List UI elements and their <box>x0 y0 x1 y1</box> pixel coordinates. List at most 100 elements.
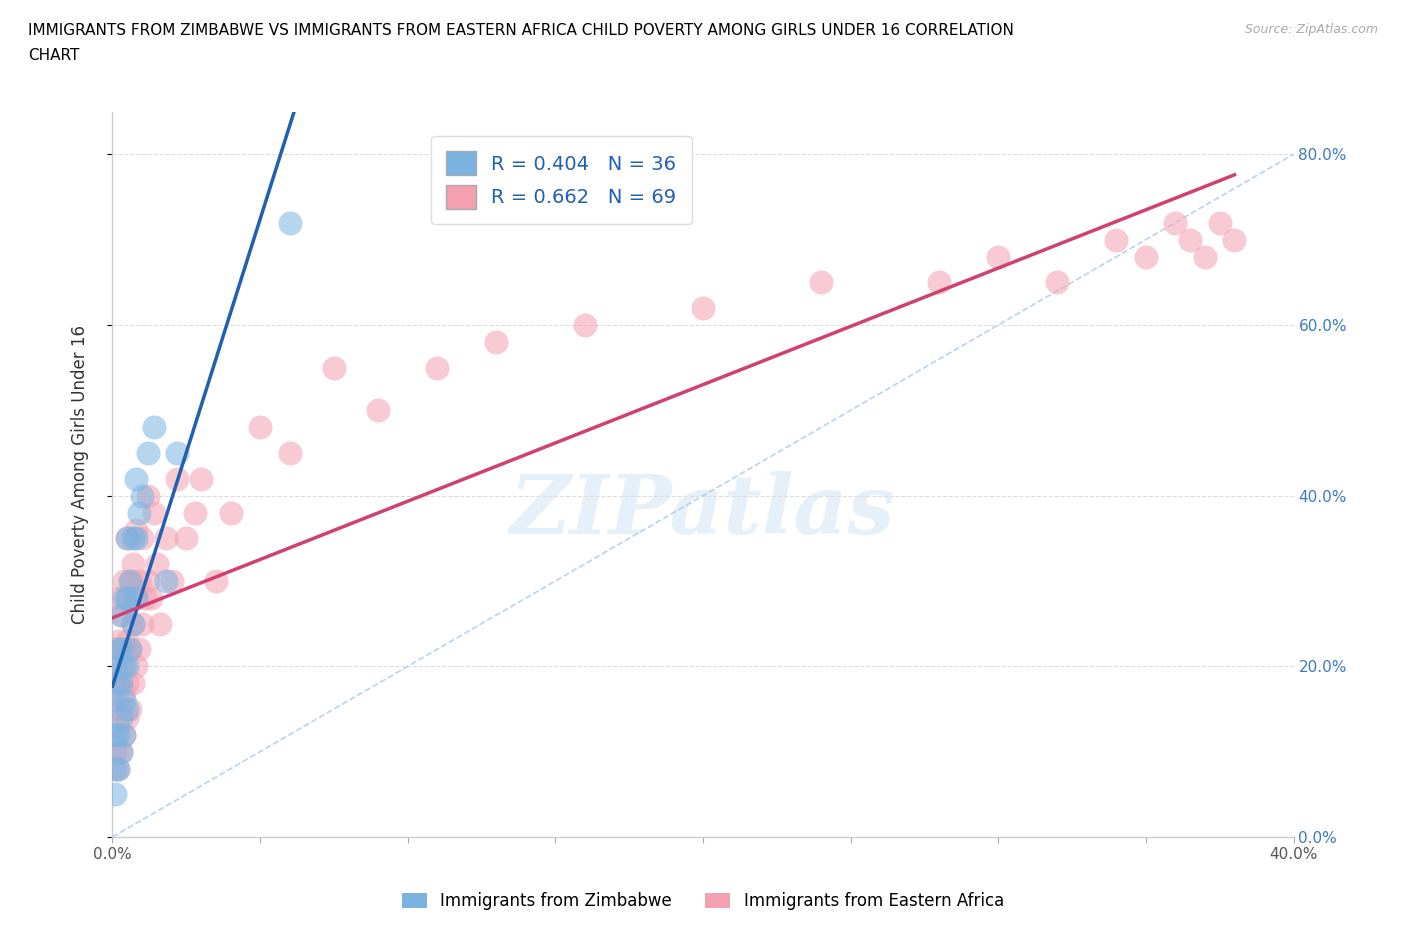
Point <box>112 727 135 742</box>
Point <box>122 556 145 571</box>
Point <box>190 472 212 486</box>
Point <box>278 445 301 460</box>
Point <box>128 642 150 657</box>
Point <box>107 762 129 777</box>
Point <box>1164 215 1187 230</box>
Point <box>117 591 138 605</box>
Point <box>149 617 172 631</box>
Point <box>142 420 165 435</box>
Point <box>117 633 138 648</box>
Point <box>692 300 714 315</box>
Point <box>1208 215 1232 230</box>
Point <box>110 658 132 673</box>
Point <box>131 488 153 503</box>
Point <box>117 658 138 673</box>
Point <box>166 472 188 486</box>
Point <box>122 531 145 546</box>
Point <box>104 762 127 777</box>
Point <box>219 505 242 520</box>
Point <box>110 607 132 622</box>
Point <box>112 642 135 657</box>
Point <box>112 591 135 605</box>
Point <box>128 505 150 520</box>
Point <box>928 275 950 290</box>
Point <box>107 676 129 691</box>
Point <box>122 617 145 631</box>
Point <box>125 658 148 673</box>
Point <box>205 574 228 589</box>
Text: Source: ZipAtlas.com: Source: ZipAtlas.com <box>1244 23 1378 36</box>
Point <box>125 472 148 486</box>
Point <box>146 556 169 571</box>
Point <box>110 642 132 657</box>
Point <box>117 531 138 546</box>
Point <box>136 445 159 460</box>
Point <box>1105 232 1128 247</box>
Point <box>1135 249 1157 264</box>
Point <box>107 633 129 648</box>
Point <box>120 701 142 716</box>
Point <box>810 275 832 290</box>
Point <box>142 505 165 520</box>
Point <box>107 719 129 734</box>
Point <box>104 744 127 759</box>
Point <box>104 727 127 742</box>
Point <box>112 727 135 742</box>
Point <box>117 676 138 691</box>
Point <box>485 335 508 350</box>
Point <box>107 762 129 777</box>
Point <box>120 574 142 589</box>
Point <box>120 642 142 657</box>
Y-axis label: Child Poverty Among Girls Under 16: Child Poverty Among Girls Under 16 <box>70 325 89 624</box>
Point <box>110 607 132 622</box>
Point <box>278 215 301 230</box>
Point <box>184 505 207 520</box>
Text: CHART: CHART <box>28 48 80 63</box>
Point <box>104 676 127 691</box>
Point <box>120 642 142 657</box>
Point <box>117 591 138 605</box>
Point <box>104 693 127 708</box>
Point <box>136 488 159 503</box>
Point <box>112 658 135 673</box>
Point <box>125 523 148 538</box>
Point <box>117 531 138 546</box>
Point <box>104 787 127 802</box>
Point <box>426 360 449 375</box>
Legend: Immigrants from Zimbabwe, Immigrants from Eastern Africa: Immigrants from Zimbabwe, Immigrants fro… <box>395 885 1011 917</box>
Point <box>107 676 129 691</box>
Point <box>104 658 127 673</box>
Point <box>323 360 346 375</box>
Point <box>1223 232 1246 247</box>
Point <box>574 317 596 332</box>
Point <box>104 642 127 657</box>
Point <box>166 445 188 460</box>
Point <box>139 591 162 605</box>
Point <box>122 676 145 691</box>
Point <box>112 684 135 699</box>
Legend: R = 0.404   N = 36, R = 0.662   N = 69: R = 0.404 N = 36, R = 0.662 N = 69 <box>430 136 692 224</box>
Text: IMMIGRANTS FROM ZIMBABWE VS IMMIGRANTS FROM EASTERN AFRICA CHILD POVERTY AMONG G: IMMIGRANTS FROM ZIMBABWE VS IMMIGRANTS F… <box>28 23 1014 38</box>
Point <box>1178 232 1201 247</box>
Point <box>131 617 153 631</box>
Point <box>125 591 148 605</box>
Point <box>367 403 389 418</box>
Point <box>107 727 129 742</box>
Point <box>125 531 148 546</box>
Point <box>104 701 127 716</box>
Point <box>110 744 132 759</box>
Point <box>117 711 138 725</box>
Point <box>155 531 177 546</box>
Point <box>136 574 159 589</box>
Point <box>122 617 145 631</box>
Point <box>125 591 148 605</box>
Point <box>112 693 135 708</box>
Point <box>249 420 271 435</box>
Point <box>110 676 132 691</box>
Point <box>107 642 129 657</box>
Point <box>120 574 142 589</box>
Point <box>1046 275 1069 290</box>
Point <box>110 701 132 716</box>
Point <box>112 574 135 589</box>
Point <box>155 574 177 589</box>
